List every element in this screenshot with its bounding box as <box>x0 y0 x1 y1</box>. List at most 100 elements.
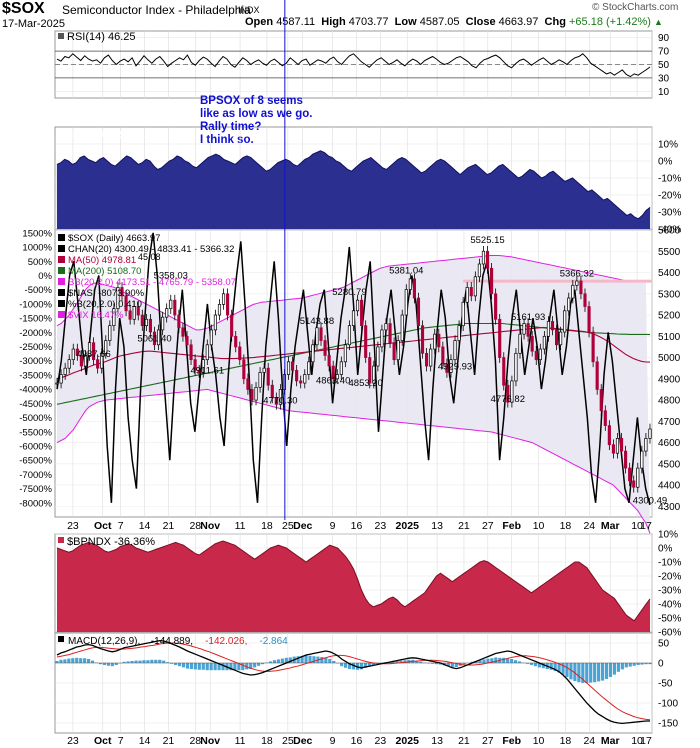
price-label: 4300.49 <box>633 495 667 506</box>
candle-body <box>542 335 546 350</box>
bp-y-tick: -60% <box>658 628 681 639</box>
candle-body <box>563 310 567 333</box>
macd-legend-text: -2.864 <box>259 636 288 647</box>
chg-value: +65.18 (+1.42%) <box>569 16 651 28</box>
macd-line <box>56 639 650 725</box>
sox-legend-swatch <box>58 256 65 263</box>
candle-body <box>530 335 534 352</box>
x-tick-label: 18 <box>261 735 273 747</box>
candle-body <box>546 321 551 337</box>
candle-body <box>599 389 603 412</box>
x-tick-label: Nov <box>200 735 220 747</box>
candle-body <box>534 350 538 361</box>
rsi-line <box>56 53 651 78</box>
price-label: 4776.82 <box>491 394 525 405</box>
macd-histogram-bar <box>90 660 95 663</box>
candle-body <box>291 361 295 371</box>
macd-histogram-bar <box>589 663 593 683</box>
nasi-y-tick: -6000% <box>19 441 52 452</box>
up-arrow-icon: ▲ <box>654 17 663 27</box>
x-tick-label: 23 <box>67 520 79 532</box>
candle-body <box>213 314 217 331</box>
candle-body <box>217 304 222 316</box>
candle-body <box>490 267 494 295</box>
macd-histogram-bar <box>644 663 648 665</box>
candle-body <box>197 369 201 373</box>
x-tick-label: 27 <box>482 520 494 532</box>
sox-legend-swatch <box>58 311 65 318</box>
low-value: 4587.05 <box>419 16 460 28</box>
macd-histogram-bar <box>332 661 336 663</box>
candle-body <box>506 384 510 403</box>
sox-legend-text: $NASI -8073.90% <box>68 288 145 299</box>
x-tick-label: 24 <box>583 735 595 747</box>
candle-body <box>355 299 360 312</box>
candle-body <box>226 293 230 316</box>
candle-body <box>270 384 274 399</box>
sox-legend-swatch <box>58 300 65 307</box>
candle-body <box>510 380 514 403</box>
candle-body <box>567 297 571 312</box>
x-tick-label: Dec <box>293 735 312 747</box>
candle-body <box>136 306 140 316</box>
macd-histogram-bar <box>577 663 581 683</box>
nasi-y-tick: -4000% <box>19 385 52 396</box>
macd-histogram-bar <box>138 660 142 663</box>
candle-body <box>104 340 108 354</box>
x-tick-label: 23 <box>67 735 79 747</box>
price-label: 5358.03 <box>154 270 188 281</box>
macd-histogram-bar <box>529 663 533 665</box>
x-tick-label: 7 <box>118 520 124 532</box>
candle-body <box>242 359 246 380</box>
price-y-tick: 4600 <box>658 438 681 449</box>
x-tick-label: 27 <box>482 735 494 747</box>
macd-histogram-bar <box>102 663 107 665</box>
candle-body <box>575 280 579 286</box>
candle-body <box>624 450 628 469</box>
macd-histogram-bar <box>229 663 233 671</box>
candle-body <box>169 299 173 310</box>
candle-body <box>481 250 486 265</box>
macd-histogram-bar <box>533 663 537 667</box>
nasi-line <box>56 232 651 506</box>
candle-body <box>441 346 445 365</box>
candle-body <box>161 316 165 331</box>
macd-histogram-bar <box>300 655 304 663</box>
macd-histogram-bar <box>478 660 482 663</box>
candle-body <box>173 299 177 316</box>
price-y-tick: 5500 <box>658 247 681 258</box>
macd-histogram-bar <box>209 663 213 671</box>
candle-body <box>112 308 116 327</box>
macd-histogram-bar <box>304 655 308 663</box>
rsi-y-tick: 70 <box>658 47 670 58</box>
macd-histogram-bar <box>482 659 486 663</box>
candle-body <box>485 250 490 269</box>
macd-histogram-bar <box>79 658 83 663</box>
sox-legend-swatch <box>58 289 65 296</box>
macd-histogram-bar <box>573 663 577 681</box>
candle-body <box>274 397 278 405</box>
macd-histogram-bar <box>648 663 652 665</box>
bb-band-fill <box>57 255 650 534</box>
candle-body <box>469 287 473 297</box>
x-tick-label: 10 <box>533 735 545 747</box>
macd-legend-swatch <box>58 636 64 642</box>
price-label: 4911.61 <box>190 365 224 376</box>
candle-body <box>571 284 575 299</box>
brand-watermark: © StockCharts.com <box>592 2 679 13</box>
macd-histogram-bar <box>344 663 348 668</box>
x-tick-label: 7 <box>118 735 124 747</box>
high-value: 4703.77 <box>348 16 389 28</box>
macd-histogram-bar <box>371 663 375 665</box>
candle-body <box>295 369 299 382</box>
macd-histogram-bar <box>87 659 91 663</box>
nasi-y-tick: -2000% <box>19 328 52 339</box>
macd-histogram-bar <box>154 659 158 663</box>
macd-histogram-bar <box>569 663 573 680</box>
close-value: 4663.97 <box>498 16 539 28</box>
macd-histogram-bar <box>340 663 344 667</box>
ohlc-readout: Open 4587.11 High 4703.77 Low 4587.05 Cl… <box>245 16 663 28</box>
sox-legend-swatch <box>58 245 65 252</box>
candle-body <box>307 361 311 375</box>
candle-body <box>372 365 376 384</box>
